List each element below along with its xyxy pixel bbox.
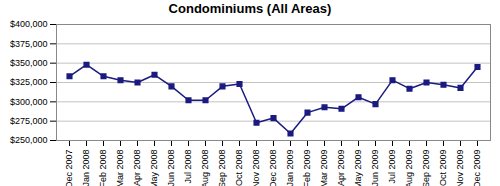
svg-text:Dec 2008: Dec 2008 bbox=[268, 150, 278, 186]
svg-text:Aug 2008: Aug 2008 bbox=[200, 150, 210, 186]
svg-text:May 2008: May 2008 bbox=[149, 150, 159, 186]
html-text:Condominiums (All Areas): Condominiums (All Areas) bbox=[168, 1, 332, 16]
svg-text:Nov 2009: Nov 2009 bbox=[455, 150, 465, 186]
svg-text:Jul 2009: Jul 2009 bbox=[387, 150, 397, 184]
svg-text:Mar 2008: Mar 2008 bbox=[115, 150, 125, 186]
svg-text:Aug 2009: Aug 2009 bbox=[404, 150, 414, 186]
svg-text:May 2009: May 2009 bbox=[353, 150, 363, 186]
svg-text:$400,000: $400,000 bbox=[10, 19, 48, 29]
svg-text:Jun 2008: Jun 2008 bbox=[166, 150, 176, 186]
svg-text:Mar 2009: Mar 2009 bbox=[319, 150, 329, 186]
svg-text:Sep 2008: Sep 2008 bbox=[217, 150, 227, 186]
svg-text:Oct 2009: Oct 2009 bbox=[438, 150, 448, 186]
svg-text:$350,000: $350,000 bbox=[10, 58, 48, 68]
svg-text:Jul 2008: Jul 2008 bbox=[183, 150, 193, 184]
svg-text:$375,000: $375,000 bbox=[10, 39, 48, 49]
svg-text:Nov 2008: Nov 2008 bbox=[251, 150, 261, 186]
svg-text:Feb 2009: Feb 2009 bbox=[302, 150, 312, 186]
svg-text:Dec 2007: Dec 2007 bbox=[64, 150, 74, 186]
svg-text:Sep 2009: Sep 2009 bbox=[421, 150, 431, 186]
svg-text:$325,000: $325,000 bbox=[10, 77, 48, 87]
svg-text:Apr 2009: Apr 2009 bbox=[336, 150, 346, 186]
svg-text:$250,000: $250,000 bbox=[10, 135, 48, 145]
svg-text:Feb 2008: Feb 2008 bbox=[98, 150, 108, 186]
svg-text:Jun 2009: Jun 2009 bbox=[370, 150, 380, 186]
svg-text:Dec 2009: Dec 2009 bbox=[472, 150, 482, 186]
svg-text:Apr 2008: Apr 2008 bbox=[132, 150, 142, 186]
svg-text:Oct 2008: Oct 2008 bbox=[234, 150, 244, 186]
svg-text:Jan 2008: Jan 2008 bbox=[81, 150, 91, 186]
svg-text:Jan 2009: Jan 2009 bbox=[285, 150, 295, 186]
svg-text:$275,000: $275,000 bbox=[10, 116, 48, 126]
svg-text:$300,000: $300,000 bbox=[10, 97, 48, 107]
